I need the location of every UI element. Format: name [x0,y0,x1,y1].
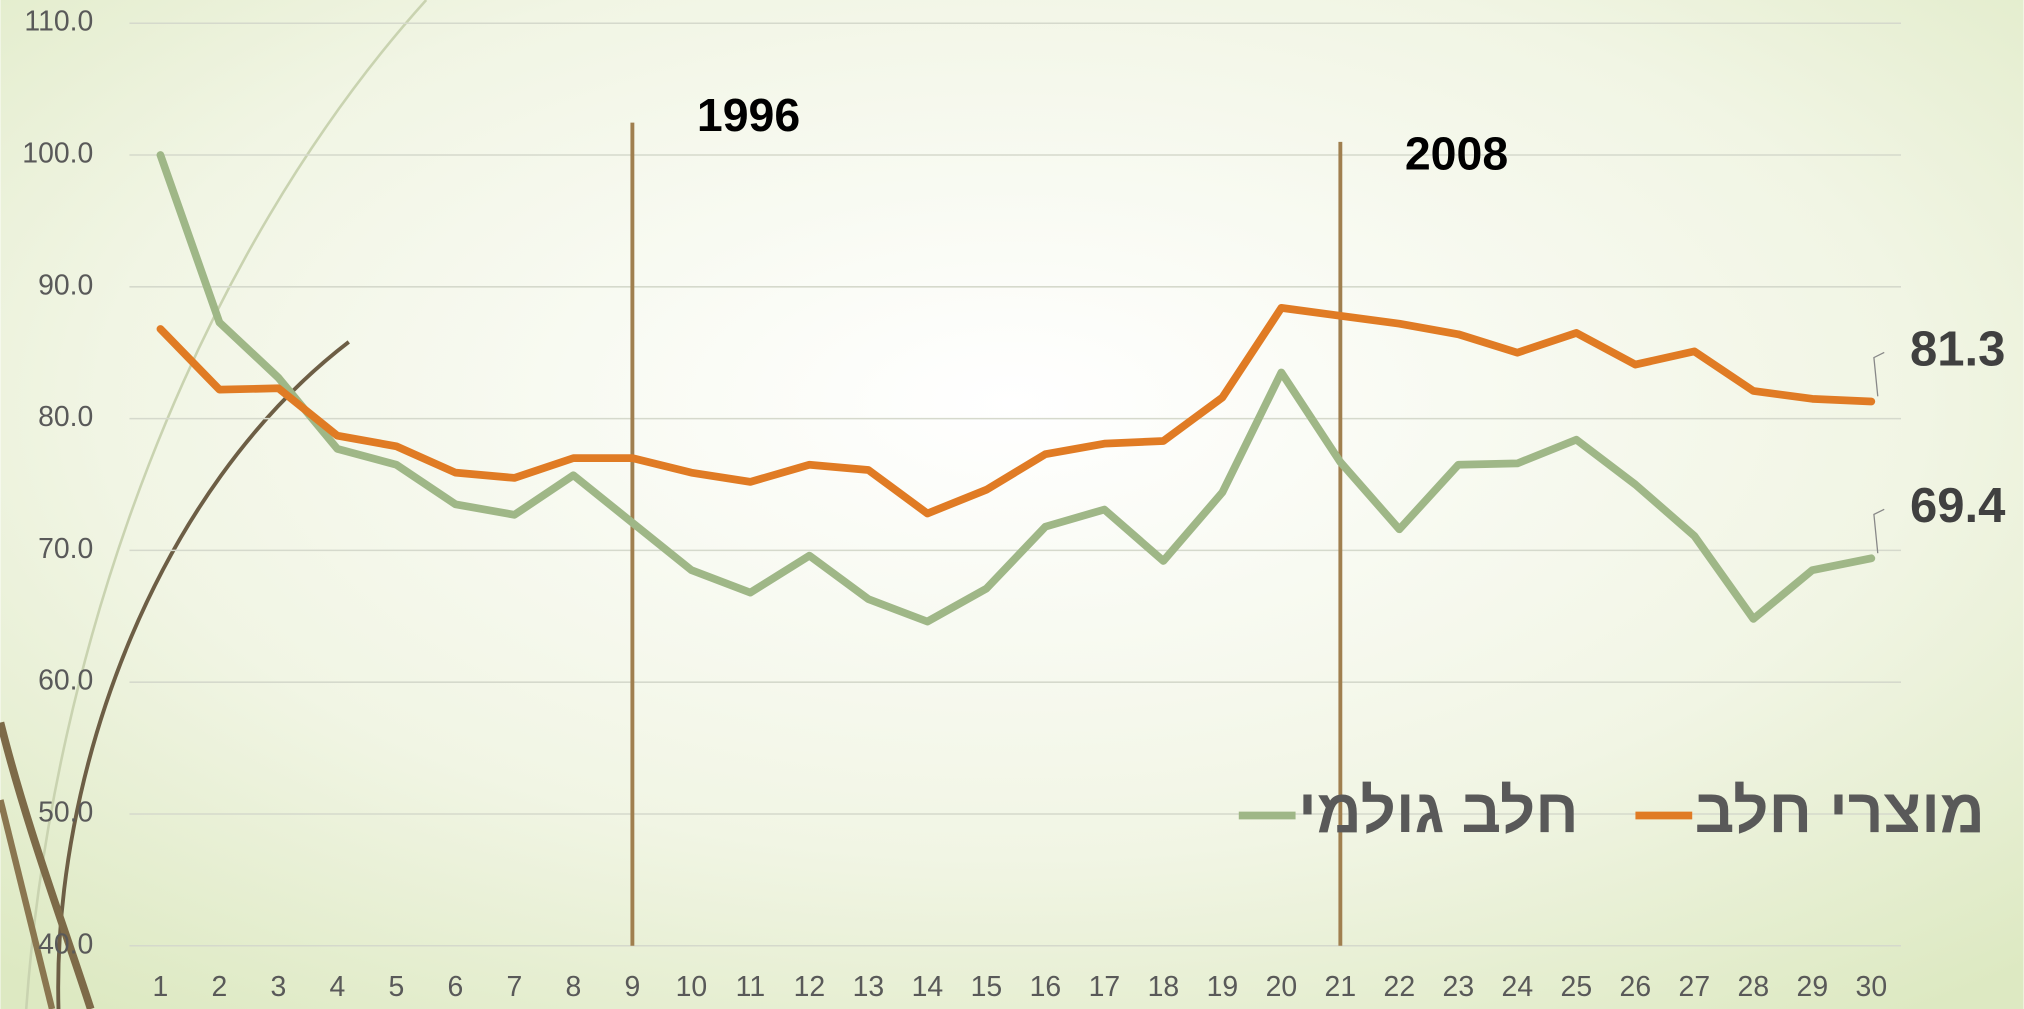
x-tick-label: 7 [507,971,523,1003]
x-tick-label: 24 [1502,971,1534,1003]
annotation-label: 1996 [697,89,800,141]
x-tick-label: 14 [912,971,944,1003]
x-tick-label: 20 [1266,971,1298,1003]
x-tick-label: 29 [1797,971,1829,1003]
y-tick-label: 90.0 [38,269,93,301]
leader-line [1873,508,1885,554]
y-tick-label: 60.0 [38,665,93,697]
y-tick-label: 40.0 [38,928,93,960]
x-tick-label: 22 [1384,971,1416,1003]
x-tick-label: 5 [389,971,405,1003]
series-line [156,304,1876,518]
series-line [156,151,1876,626]
x-tick-label: 28 [1738,971,1770,1003]
y-tick-label: 80.0 [38,401,93,433]
x-tick-label: 12 [794,971,826,1003]
annotation-label: 2008 [1405,128,1508,180]
x-tick-label: 25 [1561,971,1593,1003]
x-tick-label: 19 [1207,971,1239,1003]
x-tick-label: 23 [1443,971,1475,1003]
x-tick-label: 13 [853,971,885,1003]
x-tick-label: 17 [1089,971,1121,1003]
x-tick-label: 18 [1148,971,1180,1003]
x-tick-label: 11 [736,971,765,1003]
x-tick-label: 2 [212,971,228,1003]
x-tick-label: 16 [1030,971,1062,1003]
y-tick-label: 110.0 [24,6,93,38]
leader-line [1873,351,1885,397]
data-label: 81.3 [1910,322,2005,376]
x-tick-label: 3 [271,971,287,1003]
x-tick-label: 26 [1620,971,1652,1003]
x-tick-label: 30 [1856,971,1888,1003]
y-tick-label: 100.0 [22,138,93,170]
x-tick-label: 10 [676,971,708,1003]
data-label: 69.4 [1910,479,2005,533]
x-tick-label: 1 [153,971,169,1003]
x-tick-label: 15 [971,971,1003,1003]
decoration [0,0,428,1009]
legend-label: חלב גולמי [1298,777,1579,846]
y-tick-label: 70.0 [38,533,93,565]
x-tick-label: 6 [448,971,464,1003]
x-tick-label: 21 [1325,971,1357,1003]
y-tick-label: 50.0 [38,796,93,828]
legend-label: מוצרי חלב [1695,777,1985,846]
x-tick-label: 8 [566,971,582,1003]
x-tick-label: 9 [624,971,640,1003]
x-tick-label: 4 [330,971,346,1003]
x-tick-label: 27 [1679,971,1711,1003]
